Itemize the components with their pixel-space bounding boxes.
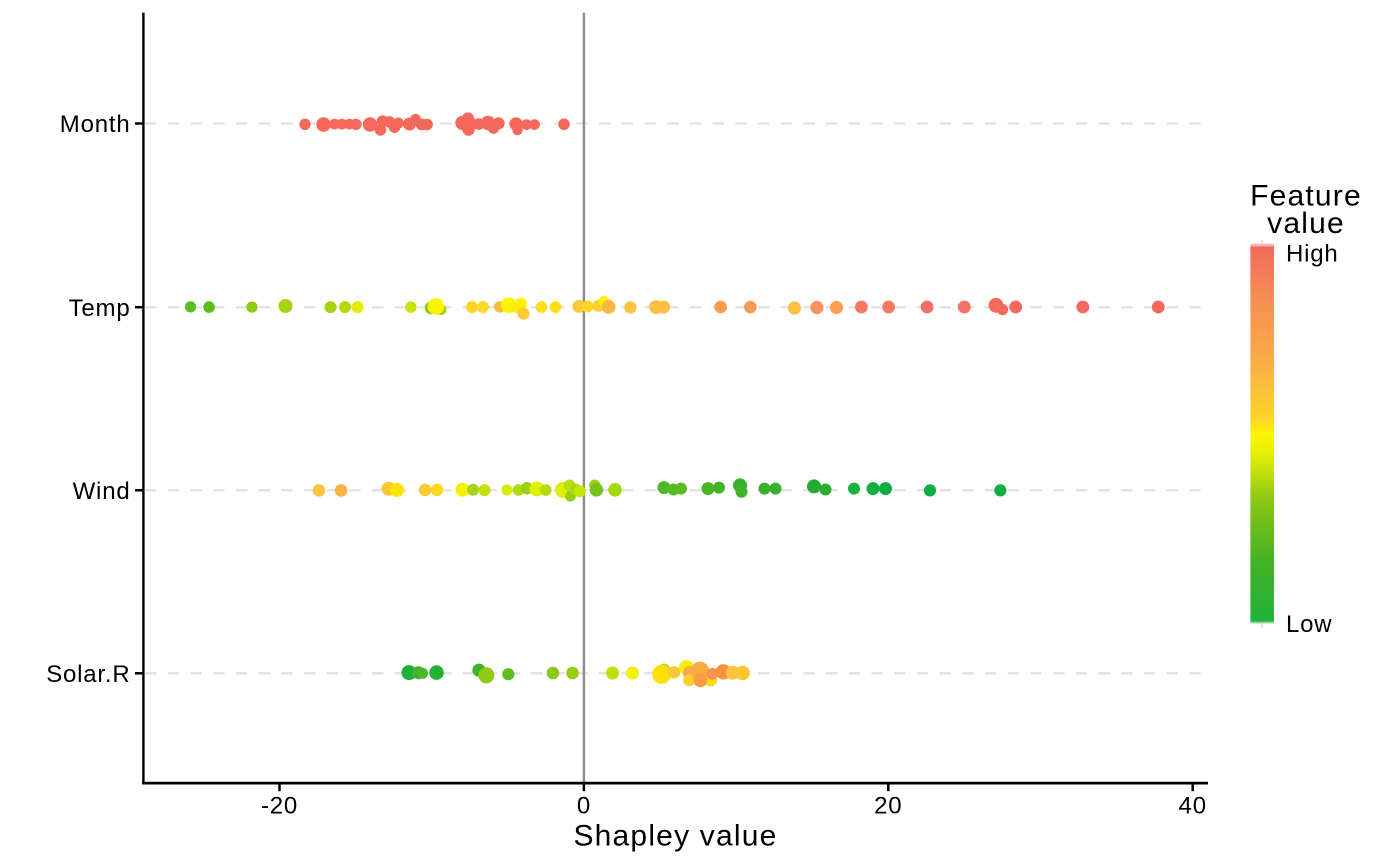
svg-text:20: 20 [874,793,902,820]
svg-text:Low: Low [1286,611,1332,638]
svg-text:Feature: Feature [1250,180,1362,213]
svg-text:High: High [1286,241,1339,268]
svg-text:-20: -20 [261,793,298,820]
svg-text:Shapley value: Shapley value [573,820,777,853]
svg-text:Month: Month [60,111,131,138]
svg-text:Wind: Wind [73,478,131,505]
svg-text:Solar.R: Solar.R [46,661,130,688]
svg-text:40: 40 [1179,793,1207,820]
svg-text:0: 0 [577,793,591,820]
svg-text:Temp: Temp [69,295,131,322]
svg-text:value: value [1267,207,1345,240]
